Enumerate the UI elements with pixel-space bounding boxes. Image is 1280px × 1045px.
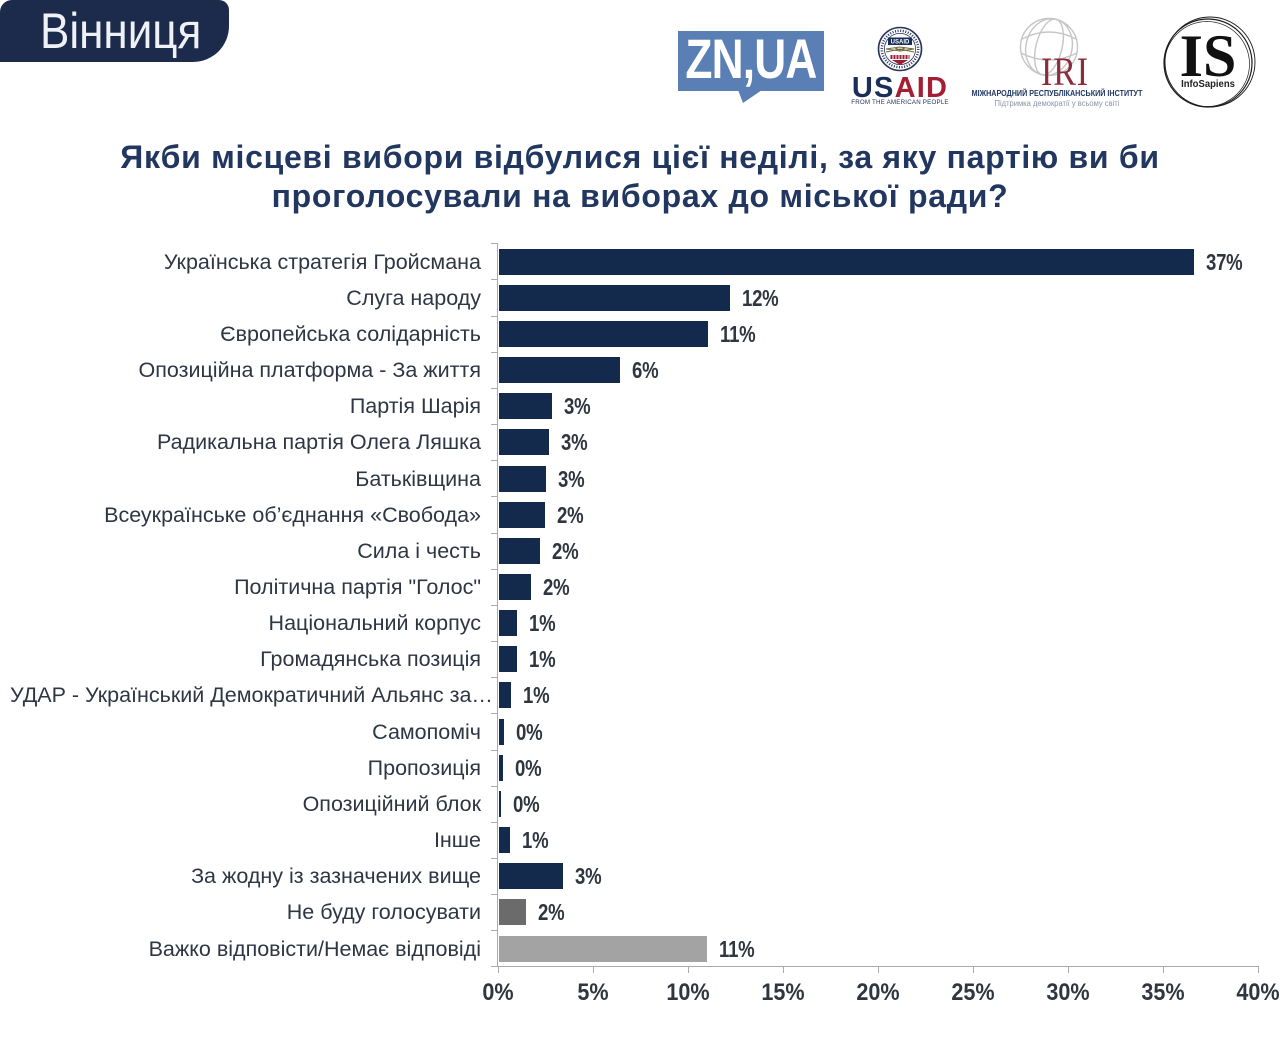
svg-text:USAID: USAID [891, 40, 910, 46]
